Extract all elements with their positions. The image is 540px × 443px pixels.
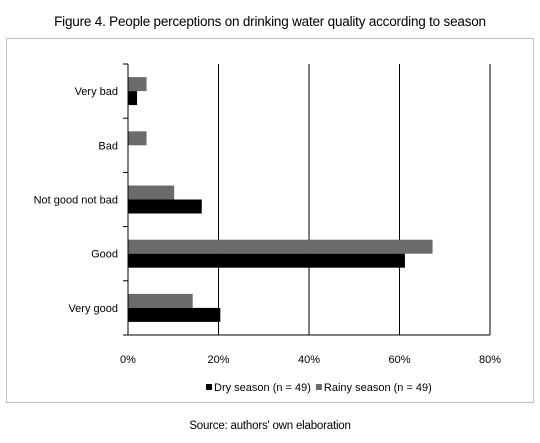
- y-category-label: Good: [91, 249, 118, 261]
- legend-label: Dry season (n = 49): [214, 382, 311, 394]
- dry-season-bar: [128, 253, 405, 268]
- legend-swatch: [315, 384, 322, 390]
- source-note: Source: authors' own elaboration: [189, 420, 351, 432]
- bars: [128, 77, 433, 322]
- dry-season-bar: [128, 199, 202, 214]
- y-category-label: Very bad: [75, 86, 118, 98]
- chart-title: Figure 4. People perceptions on drinking…: [54, 14, 486, 29]
- grid-lines: [218, 64, 491, 335]
- rainy-season-bar: [128, 293, 193, 308]
- x-tick-label: 60%: [388, 354, 410, 366]
- legend: Dry season (n = 49) Rainy season (n = 49): [206, 382, 432, 394]
- legend-label: Rainy season (n = 49): [324, 382, 432, 394]
- rainy-season-bar: [128, 77, 147, 92]
- y-category-label: Not good not bad: [34, 195, 118, 207]
- x-tick-label: 20%: [207, 354, 229, 366]
- x-tick-label: 0%: [120, 354, 136, 366]
- axes: [123, 63, 490, 336]
- x-tick-label: 40%: [298, 354, 320, 366]
- rainy-season-bar: [128, 185, 175, 200]
- x-tick-label: 80%: [479, 354, 501, 366]
- dry-season-bar: [128, 91, 138, 106]
- rainy-season-bar: [128, 131, 147, 146]
- legend-swatch: [206, 384, 212, 390]
- dry-season-bar: [128, 307, 221, 322]
- tick-labels: 0% 20% 40% 60% 80% Very bad Bad Not good not ba…: [34, 86, 502, 366]
- y-category-label: Very good: [68, 303, 118, 315]
- rainy-season-bar: [128, 239, 433, 254]
- chart-frame: [6, 38, 534, 403]
- y-category-label: Bad: [98, 140, 118, 152]
